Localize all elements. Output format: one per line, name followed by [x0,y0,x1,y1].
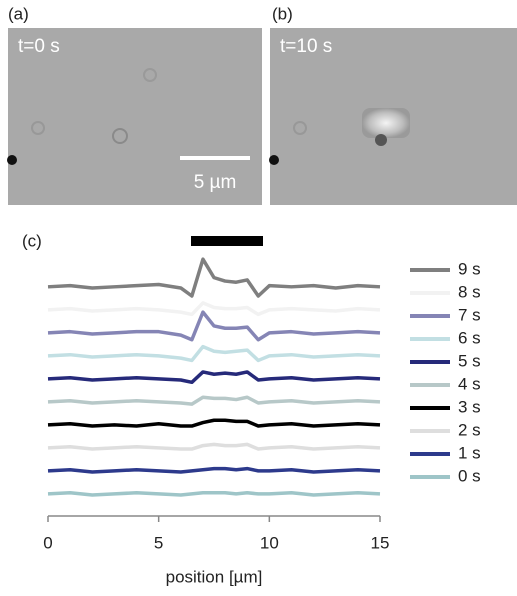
panel-label: (b) [272,4,293,23]
x-tick-label: 10 [260,533,279,552]
panel-label: (a) [8,4,29,23]
trace [47,310,381,342]
scale-label: 5 µm [194,172,237,193]
trace [47,442,381,451]
x-tick-label: 15 [371,533,390,552]
time-caption: t=0 s [18,36,60,57]
trace [47,257,381,298]
particle [269,155,279,165]
x-tick-label: 0 [43,533,52,552]
trace [47,344,381,363]
particle [31,121,45,135]
legend-label: 9 s [458,259,481,278]
x-axis-label: position [µm] [166,567,263,586]
legend-label: 8 s [458,282,481,301]
panel-label: (c) [22,231,42,250]
trace [47,418,381,428]
legend-label: 7 s [458,305,481,324]
legend-label: 6 s [458,328,481,347]
particle [293,121,307,135]
particle [143,68,157,82]
x-tick-label: 5 [154,533,163,552]
legend-label: 0 s [458,466,481,485]
region-bar [191,236,263,246]
trace [47,490,381,497]
time-caption: t=10 s [280,36,332,57]
legend-label: 2 s [458,420,481,439]
trace [47,395,381,406]
legend-label: 3 s [458,397,481,416]
particle [7,155,17,165]
trace [47,370,381,385]
legend-label: 1 s [458,443,481,462]
particle [112,128,128,144]
particle [375,134,387,146]
legend-label: 4 s [458,374,481,393]
micrograph [8,28,262,205]
trace [47,466,381,474]
trace [47,301,381,317]
particle-cluster [362,108,410,138]
legend-label: 5 s [458,351,481,370]
